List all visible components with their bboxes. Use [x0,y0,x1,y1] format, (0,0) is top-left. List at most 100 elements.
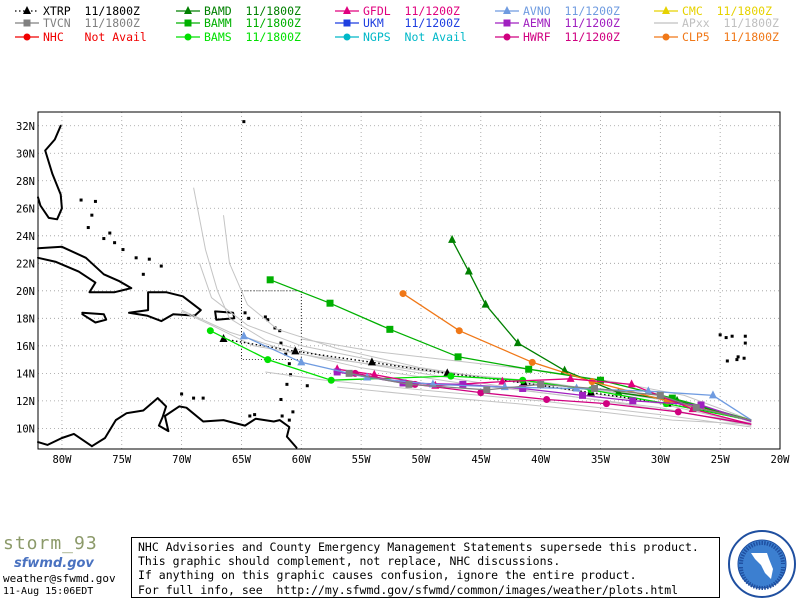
legend-swatch [176,33,200,41]
coastline [37,245,133,294]
island [279,341,283,345]
track-point [459,380,467,388]
island [102,237,106,241]
island [743,341,747,345]
coastline [37,124,63,221]
legend-swatch [335,6,359,14]
legend-marker [662,33,670,41]
track-point [326,299,334,307]
island [266,318,270,322]
track-point [345,369,353,377]
lat-label: 30N [16,148,35,160]
track-point [627,379,636,388]
track-point [370,369,379,378]
legend-label: XTRP 11/1800Z [43,4,140,18]
island [305,384,309,388]
track-point [644,386,653,395]
legend-marker [184,33,192,41]
track-point [668,394,676,402]
track-point [674,408,682,416]
island [243,311,247,315]
disclaimer-line-2: This graphic should complement, not repl… [138,554,561,569]
legend-swatch [654,33,678,41]
track-point [291,346,300,355]
legend-swatch [495,19,519,27]
track-point [333,368,341,376]
island [278,329,282,333]
lon-label: 55W [352,454,372,466]
island [141,272,145,276]
legend-label: APxx 11/1800Z [682,16,779,30]
disclaimer-line-4[interactable]: For full info, see http://my.sfwmd.gov/s… [138,582,679,597]
island [280,414,284,418]
island [289,373,293,377]
lat-label: 20N [16,286,35,298]
island [201,396,205,400]
island [253,413,257,417]
legend-swatch [176,19,200,27]
island [724,336,728,340]
track-point [483,386,491,394]
legend-swatch [15,19,39,27]
contact-email[interactable]: weather@sfwmd.gov [3,572,116,585]
island [134,256,138,260]
coastline [90,397,298,449]
timestamp: 11-Aug 15:06EDT [3,586,94,597]
lon-label: 25W [711,454,731,466]
legend-label: NHC Not Avail [43,30,147,44]
track-line [337,371,752,423]
legend-label: GFDL 11/1200Z [363,4,460,18]
island [147,257,151,261]
legend-swatch [335,33,359,41]
district-seal-icon [728,530,796,598]
legend-label: CLP5 11/1800Z [682,30,779,44]
island [742,356,746,360]
legend: XTRP 11/1800Z BAMD 11/1800Z GFDL 11/1200Z A… [0,0,800,48]
legend-swatch [335,19,359,27]
legend-label: BAMD 11/1800Z [204,4,301,18]
island [743,334,747,338]
coastline [81,311,108,324]
track-tvcn [345,369,752,421]
island [284,352,288,356]
track-point [447,372,455,380]
track-point [481,299,490,308]
track-point [206,327,214,335]
island [287,362,291,366]
lon-label: 20W [771,454,791,466]
legend-marker [343,33,351,41]
legend-marker [23,6,31,14]
track-point [264,356,272,364]
lon-label: 80W [52,454,72,466]
island [180,392,184,396]
island [730,334,734,338]
coastline [37,432,93,448]
lat-label: 10N [16,423,35,435]
legend-marker [503,6,511,14]
ensemble-track [223,215,752,425]
track-point [566,373,575,382]
island [247,316,251,320]
legend-marker [343,6,351,14]
track-point [239,331,248,340]
island [242,120,246,124]
disclaimer-box: NHC Advisories and County Emergency Mana… [131,537,720,598]
island [725,359,729,363]
lat-label: 22N [16,258,35,270]
track-point [525,365,533,373]
track-point [297,357,306,366]
track-point [367,357,376,366]
island [279,397,283,401]
lon-label: 65W [232,454,252,466]
track-point [513,338,522,347]
lon-label: 45W [471,454,491,466]
track-point [537,380,545,388]
legend-label: AEMN 11/1200Z [523,16,620,30]
island [287,418,291,422]
legend-marker [23,33,31,41]
legend-label: HWRF 11/1200Z [523,30,620,44]
disclaimer-line-3: If anything on this graphic causes confu… [138,568,637,583]
track-point [455,327,463,335]
track-point [579,391,587,399]
island [79,198,83,202]
